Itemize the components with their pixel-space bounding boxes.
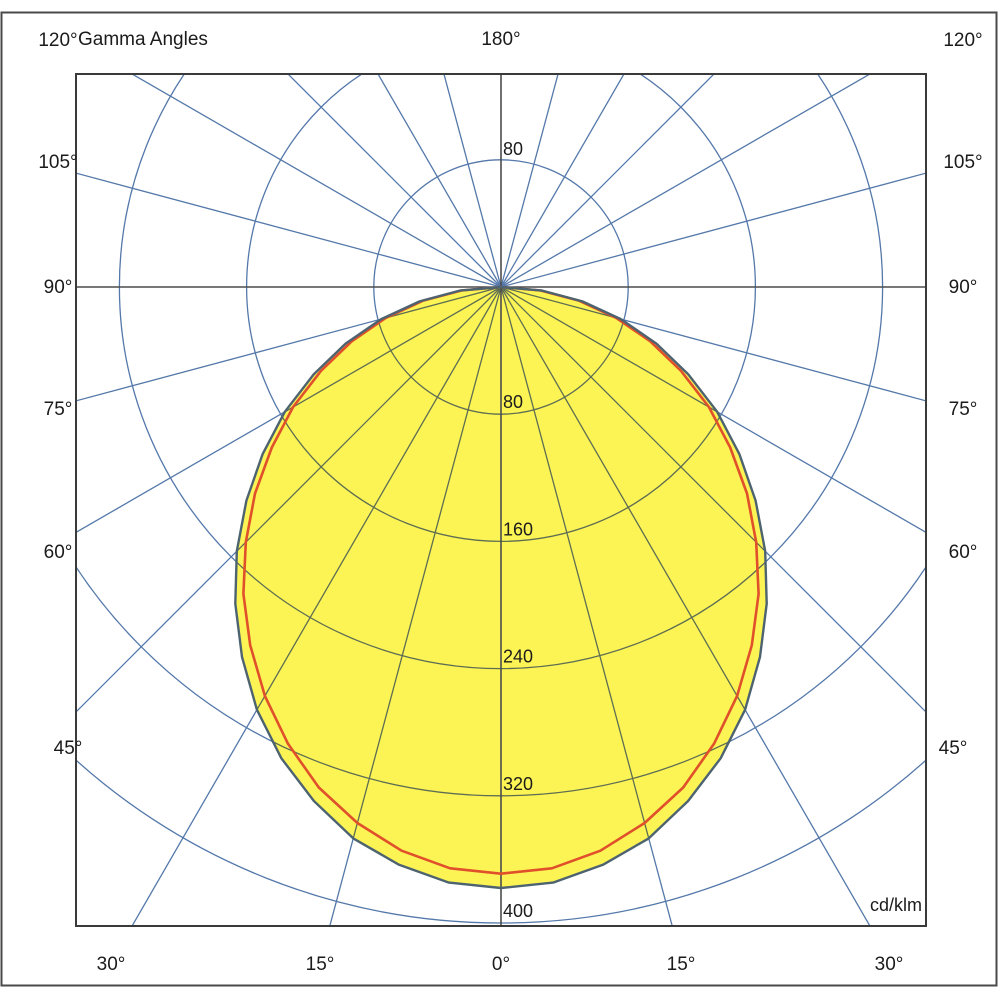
gamma-label-left-60: 60° [44,542,73,563]
grid-ray [500,74,625,288]
grid-ray [500,74,715,288]
gamma-label-right-90: 90° [949,277,978,298]
ring-value-labels: 80 80 160 240 320 400 [503,139,533,921]
gamma-label-right-45: 45° [939,738,968,759]
grid-ray [500,74,559,288]
grid-ray [235,287,502,888]
gamma-label-bottom-30l: 30° [97,954,126,975]
grid-ray [500,287,767,288]
grid-ray [287,74,502,288]
ring-label: 240 [503,647,533,667]
gamma-label-left-45: 45° [54,738,83,759]
gamma-label-left-105: 105° [38,152,77,173]
ring-label: 400 [503,901,533,921]
grid-ray [76,286,502,402]
grid-ray [76,172,502,288]
gamma-label-right-75: 75° [949,399,978,420]
grid-ray [500,172,926,288]
grid-ray [500,286,926,402]
gamma-label-bottom-15r: 15° [667,954,696,975]
gamma-label-bottom-15l: 15° [306,954,335,975]
main-axes [76,74,926,926]
curve-c90-c270 [234,285,768,890]
grid-ray [377,74,502,288]
grid-ray [235,287,502,888]
outer-frame [0,11,998,987]
ring-label: 80 [503,392,523,412]
grid-ray [500,74,872,288]
unit-label: cd/klm [870,895,922,915]
gamma-label-bottom-30r: 30° [875,954,904,975]
ring-label: 320 [503,774,533,794]
gamma-label-left-120: 120° [38,30,77,51]
grid-ray [235,287,502,888]
plot-box [75,73,927,927]
gamma-label-bottom-0: 0° [492,954,510,975]
gamma-label-top-180: 180° [481,29,520,50]
grid-ray [500,287,767,888]
curve-c0-c180 [242,285,760,875]
grid-ray [500,287,767,888]
gamma-label-left-90: 90° [44,277,73,298]
grid-ray [500,287,767,888]
intensity-curves [234,285,768,890]
chart-title: Gamma Angles [78,29,208,50]
gamma-label-right-105: 105° [943,152,982,173]
grid-ray [130,74,502,288]
gamma-label-left-75: 75° [44,399,73,420]
gamma-label-right-120: 120° [943,30,982,51]
ring-label-top: 80 [503,139,523,159]
ring-label: 160 [503,519,533,539]
gamma-label-right-60: 60° [949,542,978,563]
